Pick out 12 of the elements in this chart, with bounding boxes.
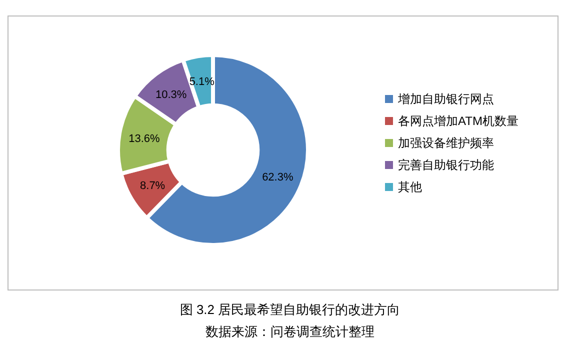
- data-label: 13.6%: [128, 132, 160, 145]
- source-note: 数据来源：问卷调查统计整理: [206, 324, 374, 339]
- data-label: 10.3%: [155, 89, 187, 102]
- legend-label: 其他: [398, 180, 422, 194]
- legend-item: 各网点增加ATM机数量: [385, 114, 518, 128]
- legend-item: 加强设备维护频率: [385, 136, 494, 150]
- legend-item: 完善自助银行功能: [385, 158, 494, 172]
- caption: 图 3.2 居民最希望自助银行的改进方向: [180, 302, 400, 317]
- data-label: 62.3%: [262, 171, 294, 184]
- legend-item: 增加自助银行网点: [385, 92, 494, 106]
- data-label: 8.7%: [140, 180, 166, 192]
- legend-item: 其他: [385, 180, 422, 194]
